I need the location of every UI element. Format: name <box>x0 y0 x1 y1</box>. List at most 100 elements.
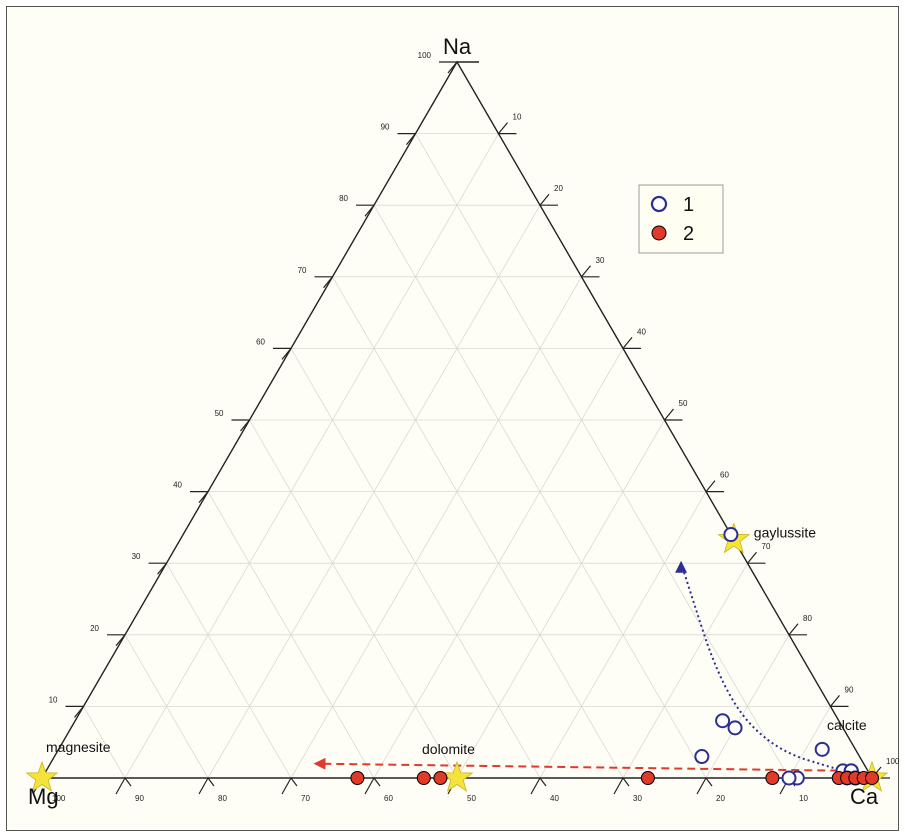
data-points <box>350 527 879 786</box>
series-2-point <box>416 771 431 785</box>
right-axis-tick-label: 40 <box>637 327 646 336</box>
bottom-axis-tick <box>290 777 298 787</box>
series-1-point <box>781 770 797 786</box>
grid-line <box>124 634 209 779</box>
right-axis-tick-label: 30 <box>596 256 605 265</box>
right-axis-tick <box>830 695 840 707</box>
legend-label-2: 2 <box>683 223 694 245</box>
left-axis-tick-label: 50 <box>215 409 224 418</box>
bottom-axis-tick-label: 100 <box>52 794 66 803</box>
series-1-point <box>694 749 710 765</box>
bottom-axis-tick-label: 20 <box>716 794 725 803</box>
bottom-axis-tick <box>373 777 381 787</box>
right-axis-tick <box>539 193 550 206</box>
right-axis-tick-label: 70 <box>762 542 771 551</box>
bottom-axis-tick-label: 40 <box>550 794 559 803</box>
left-axis-tick-label: 60 <box>256 337 265 346</box>
legend-marker-open-circle <box>650 195 668 213</box>
right-axis-tick <box>747 551 757 564</box>
ternary-diagram: 10 10 10 20 20 20 30 30 30 40 40 40 50 50 50 60 60 60 70 70… <box>25 34 900 809</box>
left-axis-tick <box>74 706 84 718</box>
right-axis-tick-label: 90 <box>845 685 854 694</box>
bottom-axis-tick-label: 50 <box>467 794 476 803</box>
grid-line <box>456 419 665 779</box>
series-2-point <box>433 771 448 785</box>
bottom-axis-tick-label: 80 <box>218 794 227 803</box>
grid-line <box>124 133 499 779</box>
bottom-axis-tick <box>281 777 292 795</box>
right-axis-tick <box>498 122 508 134</box>
series-1-point <box>814 741 830 757</box>
bottom-axis-tick-label: 10 <box>799 794 808 803</box>
mineral-star-magnesite <box>25 760 59 792</box>
labels: Na Mg Ca <box>28 34 879 809</box>
grid-line <box>290 276 582 779</box>
left-axis-tick-label: 20 <box>90 624 99 633</box>
bottom-axis-tick <box>198 777 209 795</box>
left-axis-tick-label: 30 <box>132 552 141 561</box>
bottom-axis-tick <box>539 777 547 787</box>
bottom-axis-tick <box>613 777 624 795</box>
left-axis-tick-label: 90 <box>381 123 390 132</box>
right-axis-tick-label: 80 <box>803 614 812 623</box>
left-axis-tick <box>447 61 458 74</box>
grid-line <box>788 706 831 779</box>
bottom-axis-tick <box>696 777 707 795</box>
legend-box <box>638 184 724 254</box>
mineral-star-dolomite <box>440 760 474 792</box>
right-axis-tick-label: 100 <box>886 757 900 766</box>
grid-line <box>166 562 292 779</box>
right-axis-tick-label: 10 <box>513 113 522 122</box>
blue-trend-arrow <box>678 560 844 772</box>
grid-line <box>539 491 707 779</box>
bottom-axis-tick-label: 60 <box>384 794 393 803</box>
left-axis-tick <box>240 419 250 432</box>
left-axis-tick-label: 40 <box>173 481 182 490</box>
bottom-axis-tick <box>364 777 375 795</box>
bottom-axis-tick <box>207 777 215 787</box>
mineral-label-gaylussite: gaylussite <box>754 525 816 541</box>
bottom-axis-tick <box>530 777 541 795</box>
bottom-axis-tick-label: 30 <box>633 794 642 803</box>
grid-line <box>332 276 624 779</box>
bottom-axis-tick <box>705 777 713 787</box>
mineral-label-calcite: calcite <box>827 717 867 733</box>
mineral-label-magnesite: magnesite <box>46 739 111 755</box>
right-axis-tick-label: 50 <box>679 399 688 408</box>
bottom-axis-tick-label: 90 <box>135 794 144 803</box>
grid-line <box>83 706 126 779</box>
series-1-point <box>727 720 743 736</box>
grid-line <box>622 562 748 779</box>
right-axis-tick <box>622 337 633 349</box>
right-axis-tick-label: 60 <box>720 471 729 480</box>
left-axis-tick <box>323 276 333 289</box>
left-axis-tick <box>364 204 375 217</box>
corner-label-ca: Ca <box>850 784 879 809</box>
grid-line <box>415 133 790 779</box>
bottom-axis-tick <box>124 777 132 787</box>
right-axis-tick-label: 20 <box>554 184 563 193</box>
right-axis-tick <box>705 480 716 492</box>
plot-frame: 10 10 10 20 20 20 30 30 30 40 40 40 50 50 50 60 60 60 70 70… <box>6 6 900 831</box>
mineral-label-dolomite: dolomite <box>422 741 475 757</box>
grid-lines <box>83 133 831 779</box>
trend-arrows <box>313 560 852 772</box>
legend-marker-filled-circle <box>651 225 667 241</box>
bottom-axis-tick-label: 70 <box>301 794 310 803</box>
series-2-point <box>350 771 365 785</box>
grid-line <box>249 419 458 779</box>
red-trend-arrow <box>313 757 852 772</box>
corner-label-mg: Mg <box>28 784 59 809</box>
left-axis-tick-label: 10 <box>49 695 58 704</box>
left-axis-tick-label: 70 <box>298 266 307 275</box>
left-axis-tick-label: 100 <box>418 51 432 60</box>
corner-label-na: Na <box>443 34 472 59</box>
axis-ticks: 10 10 10 20 20 20 30 30 30 40 40 40 50 50 50 60 60 60 70 70… <box>32 51 900 803</box>
right-axis-tick <box>664 408 674 421</box>
legend: 1 2 <box>638 184 724 254</box>
left-axis-tick <box>115 634 126 647</box>
right-axis-tick <box>581 265 591 278</box>
grid-line <box>705 634 790 779</box>
left-axis-tick <box>198 491 209 503</box>
left-axis-tick <box>406 133 416 145</box>
